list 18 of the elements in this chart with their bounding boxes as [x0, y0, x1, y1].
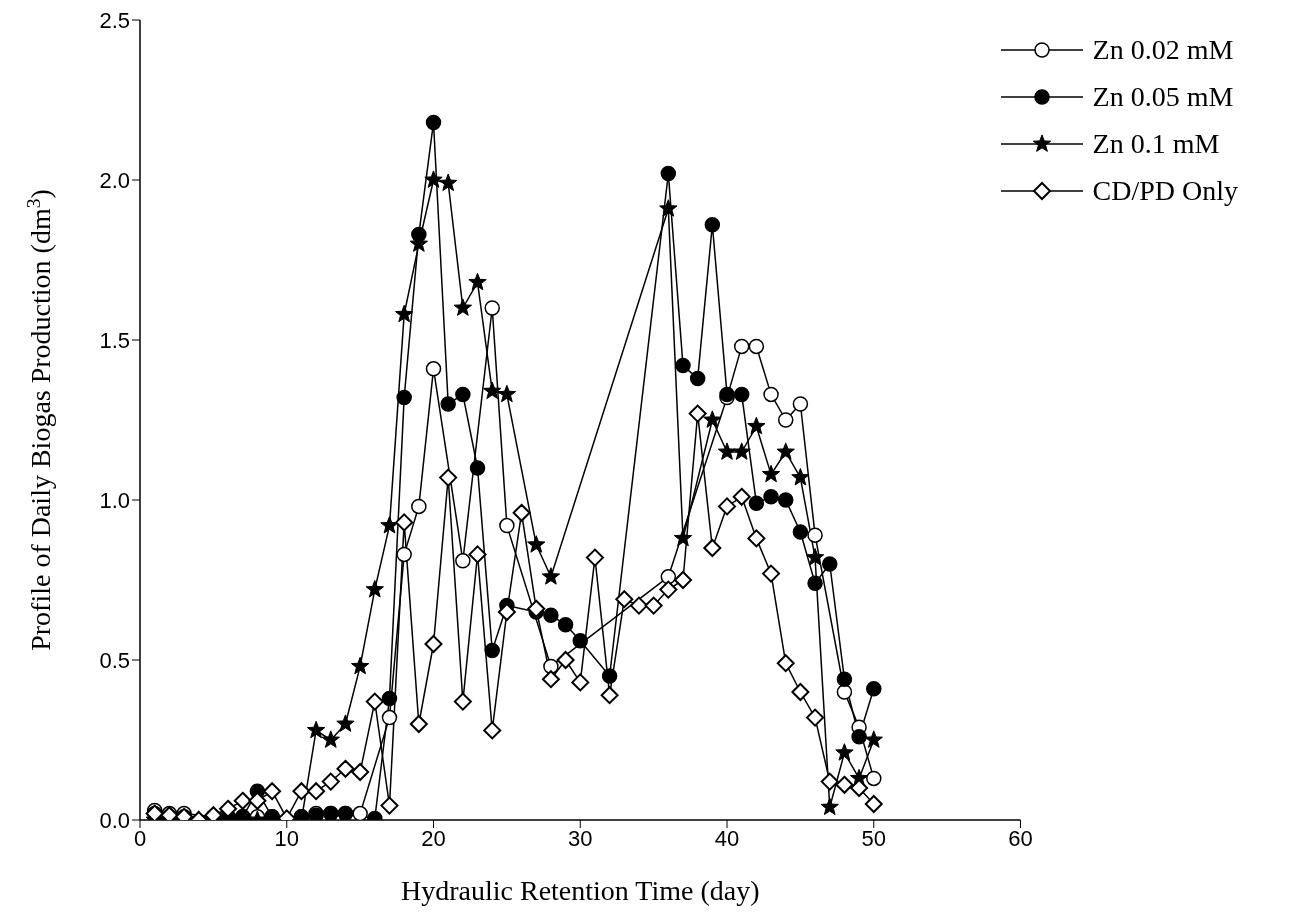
- legend-label: CD/PD Only: [1092, 174, 1238, 208]
- x-tick-label: 10: [274, 825, 299, 851]
- y-tick-label: 2.5: [99, 7, 130, 33]
- x-tick-label: 50: [861, 825, 887, 851]
- y-tick-label: 2.0: [99, 167, 130, 193]
- x-tick-label: 0: [133, 825, 147, 851]
- x-tick-label: 40: [714, 825, 740, 851]
- x-tick-label: 60: [1008, 825, 1033, 851]
- y-tick-label: 1.5: [99, 327, 130, 353]
- legend-label: Zn 0.1 mM: [1092, 127, 1220, 161]
- legend-label: Zn 0.05 mM: [1092, 80, 1234, 114]
- y-tick-label: 0.5: [99, 647, 130, 673]
- y-tick-label: 0.0: [99, 807, 130, 833]
- y-tick-label: 1.0: [99, 487, 130, 513]
- legend-label: Zn 0.02 mM: [1092, 33, 1234, 67]
- x-tick-label: 20: [421, 825, 446, 851]
- x-axis-title: Hydraulic Retention Time (day): [401, 875, 760, 906]
- x-tick-label: 30: [568, 825, 593, 851]
